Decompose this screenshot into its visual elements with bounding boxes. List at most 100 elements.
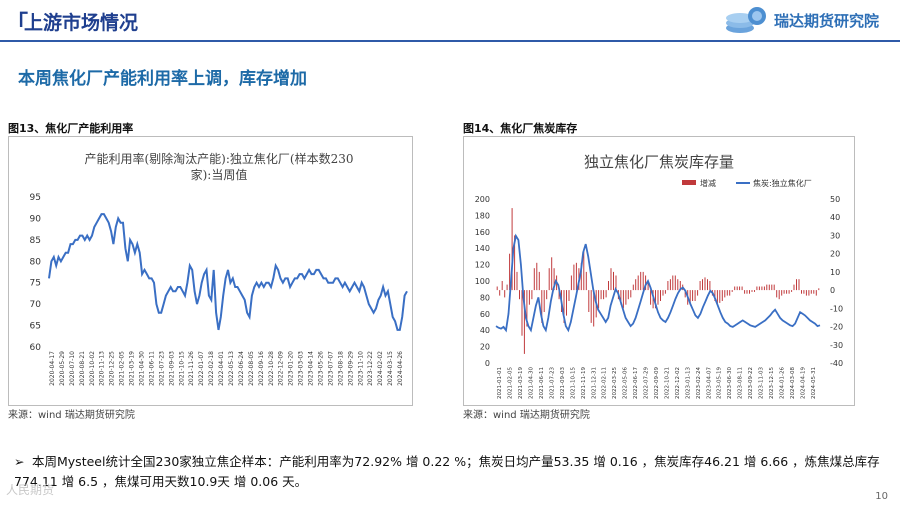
- x-tick-label: 2022-03-25: [612, 367, 618, 399]
- y-left-tick-label: 60: [480, 310, 490, 319]
- x-tick-label: 2023-09-29: [347, 351, 354, 386]
- figure-13-caption: 图13、焦化厂产能利用率: [8, 122, 134, 135]
- change-bar: [801, 290, 802, 294]
- change-bar: [538, 271, 540, 291]
- y-tick-label: 95: [30, 193, 41, 203]
- y-right-tick-label: 20: [830, 250, 840, 259]
- x-tick-label: 2023-04-14: [308, 351, 315, 386]
- slide-header: 「 上游市场情况 瑞达期货研究院: [0, 0, 900, 42]
- x-tick-label: 2021-01-01: [497, 367, 503, 399]
- change-bar: [734, 286, 736, 291]
- x-tick-label: 2022-12-02: [675, 367, 681, 399]
- change-bar: [652, 290, 654, 309]
- change-bar: [506, 284, 508, 291]
- change-bar: [758, 286, 760, 291]
- x-tick-label: 2024-02-02: [377, 351, 384, 386]
- change-bar: [749, 290, 750, 294]
- change-bar: [504, 290, 506, 298]
- change-bar: [684, 290, 686, 298]
- y-right-tick-label: -20: [830, 323, 843, 332]
- slide-subtitle: 本周焦化厂产能利用率上调，库存增加: [18, 69, 307, 89]
- change-bar: [810, 290, 812, 294]
- x-tick-label: 2023-05-19: [717, 367, 723, 399]
- x-tick-label: 2022-08-05: [248, 351, 255, 386]
- change-bar: [739, 286, 741, 291]
- y-left-tick-label: 100: [475, 277, 490, 286]
- change-bar: [731, 290, 733, 292]
- change-bar: [511, 208, 513, 291]
- y-tick-label: 65: [30, 322, 41, 332]
- x-tick-label: 2021-02-05: [119, 351, 126, 386]
- x-tick-label: 2021-03-19: [129, 351, 136, 386]
- y-tick-label: 85: [30, 236, 41, 246]
- x-tick-label: 2021-06-11: [539, 367, 545, 399]
- change-bar: [786, 290, 788, 294]
- change-bar: [818, 288, 820, 291]
- change-bar: [709, 281, 711, 291]
- y-tick-label: 60: [30, 343, 42, 353]
- change-bar: [496, 286, 498, 291]
- change-bar: [657, 290, 659, 305]
- y-left-tick-label: 200: [475, 195, 490, 204]
- change-bar: [798, 279, 800, 291]
- change-bar: [679, 281, 681, 291]
- change-bar: [724, 290, 726, 298]
- x-tick-label: 2023-12-15: [769, 367, 775, 399]
- change-bar: [741, 286, 743, 291]
- change-bar: [543, 290, 545, 312]
- change-bar: [781, 290, 783, 296]
- figure-13-panel: 图13、焦化厂产能利用率 产能利用率(剔除淘汰产能):独立焦化厂(样本数230 …: [8, 120, 413, 422]
- x-tick-label: 2023-08-18: [337, 351, 344, 386]
- change-bar: [625, 290, 627, 305]
- change-bar: [773, 284, 775, 291]
- figure-14-source: 来源：wind 瑞达期货研究院: [463, 410, 590, 421]
- x-tick-label: 2021-11-19: [581, 367, 587, 399]
- utilization-series-line: [48, 213, 408, 331]
- x-tick-label: 2024-03-15: [387, 351, 394, 386]
- y-right-tick-label: 50: [830, 195, 840, 204]
- change-bar: [796, 279, 797, 291]
- x-tick-label: 2022-12-09: [278, 351, 285, 386]
- x-tick-label: 2024-04-26: [397, 351, 404, 386]
- x-tick-label: 2022-10-28: [268, 351, 275, 386]
- change-bar: [635, 279, 637, 291]
- change-bar: [630, 290, 632, 298]
- x-tick-label: 2021-04-30: [138, 351, 145, 386]
- x-tick-label: 2022-07-29: [644, 367, 650, 399]
- header-divider: [0, 40, 900, 42]
- change-bar: [590, 290, 592, 323]
- x-tick-label: 2021-09-03: [560, 367, 566, 399]
- change-bar: [655, 290, 656, 309]
- change-bar: [803, 290, 805, 294]
- change-bar: [613, 271, 614, 291]
- change-bar: [716, 290, 718, 305]
- x-tick-label: 2022-06-24: [238, 351, 245, 386]
- change-bar: [531, 290, 533, 300]
- y-left-tick-label: 120: [475, 261, 490, 270]
- x-tick-label: 2024-03-08: [790, 367, 796, 399]
- change-bar: [536, 262, 538, 291]
- change-bar: [729, 290, 731, 296]
- inventory-series-line: [495, 233, 821, 333]
- change-bar: [637, 275, 639, 291]
- change-bar: [620, 290, 622, 305]
- x-tick-label: 2021-11-26: [188, 351, 195, 386]
- change-bar: [719, 290, 721, 303]
- change-bar: [766, 284, 768, 291]
- bullet-arrow-icon: ➢: [14, 454, 25, 469]
- change-bar: [588, 290, 590, 312]
- x-tick-label: 2023-11-03: [759, 367, 765, 399]
- x-tick-label: 2021-04-30: [529, 367, 535, 399]
- watermark: 人民期货: [6, 483, 55, 497]
- legend-bar-swatch: [682, 180, 696, 185]
- change-bar: [815, 290, 817, 296]
- brand-logo: 瑞达期货研究院: [724, 4, 894, 36]
- change-bar: [726, 290, 728, 296]
- figure-14-frame: 独立焦化厂焦炭库存量 增减 焦炭:独立焦化厂 0 20 40 60 80 100 120 14…: [463, 136, 855, 406]
- change-bar: [516, 271, 518, 291]
- capacity-utilization-chart: 产能利用率(剔除淘汰产能):独立焦化厂(样本数230 家):当周值 60 65 70…: [30, 151, 408, 386]
- y-tick-label: 90: [30, 214, 42, 224]
- change-bar: [699, 281, 701, 291]
- x-tick-label: 2023-11-10: [357, 351, 364, 386]
- x-tick-label: 2020-10-02: [89, 351, 96, 386]
